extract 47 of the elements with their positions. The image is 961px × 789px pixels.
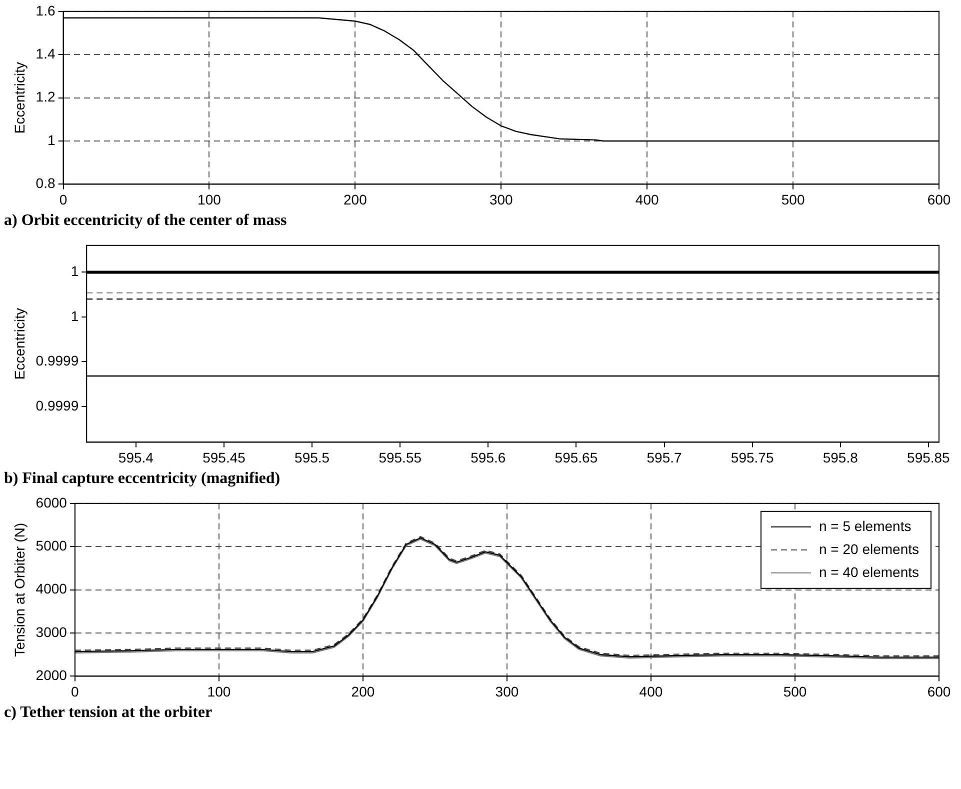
text: a) Orbit eccentricity of the center of mass <box>4 212 288 231</box>
x-tick-label: 600 <box>927 191 951 208</box>
y-tick-label: 1 <box>47 132 56 148</box>
y-tick-label: 6000 <box>36 494 68 510</box>
x-tick-label: 595.65 <box>554 449 598 466</box>
x-tick-label: 500 <box>781 191 805 208</box>
x-tick-label: 595.85 <box>907 449 950 466</box>
x-tick-label: 200 <box>351 683 375 700</box>
x-tick-label: 100 <box>198 191 222 208</box>
text: c) Tether tension at the orbiter <box>4 704 214 723</box>
y-axis-title: Eccentricity <box>11 308 28 380</box>
x-tick-label: 0 <box>71 683 80 700</box>
y-tick-label: 4000 <box>36 580 68 597</box>
y-tick-label: 5000 <box>36 537 68 554</box>
x-tick-label: 600 <box>927 683 951 700</box>
x-tick-label: 500 <box>783 683 807 700</box>
x-tick-label: 400 <box>635 191 659 208</box>
x-tick-label: 595.55 <box>378 449 422 466</box>
legend-label: n = 5 elements <box>818 518 912 534</box>
y-tick-label: 2000 <box>36 667 68 684</box>
y-axis-title: Tension at Orbiter (N) <box>11 522 28 657</box>
legend-label: n = 40 elements <box>818 564 920 580</box>
text: b) Final capture eccentricity (magnified) <box>4 470 282 489</box>
x-tick-label: 300 <box>489 191 514 208</box>
y-tick-label: 0.9999 <box>36 397 79 414</box>
legend-label: n = 20 elements <box>818 540 920 557</box>
y-tick-label: 1 <box>70 308 79 324</box>
x-tick-label: 595.45 <box>202 449 246 466</box>
x-tick-label: 400 <box>639 683 663 700</box>
y-tick-label: 1.2 <box>36 88 56 105</box>
y-tick-label: 1.6 <box>36 2 56 18</box>
y-axis-title: Eccentricity <box>11 62 28 134</box>
x-tick-label: 100 <box>207 683 231 700</box>
x-tick-label: 595.8 <box>822 449 858 466</box>
y-tick-label: 1.4 <box>36 45 56 62</box>
x-tick-label: 595.7 <box>646 449 682 466</box>
x-tick-label: 0 <box>59 191 68 208</box>
x-tick-label: 200 <box>343 191 368 208</box>
y-tick-label: 3000 <box>36 624 68 640</box>
x-tick-label: 595.5 <box>294 449 330 466</box>
x-tick-label: 595.75 <box>730 449 774 466</box>
y-tick-label: 1 <box>70 263 79 280</box>
y-tick-label: 0.8 <box>36 175 56 192</box>
x-tick-label: 595.4 <box>118 449 154 466</box>
x-tick-label: 300 <box>495 683 519 700</box>
x-tick-label: 595.6 <box>470 449 506 466</box>
y-tick-label: 0.9999 <box>36 352 79 369</box>
